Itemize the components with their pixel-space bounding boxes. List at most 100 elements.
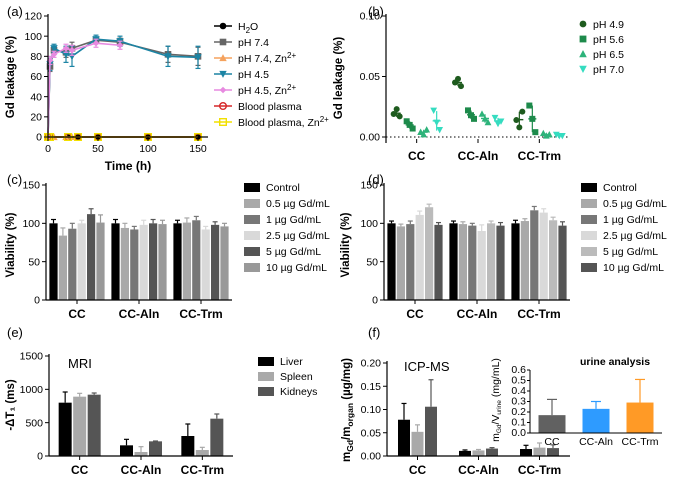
bar [111, 223, 120, 300]
bar [434, 224, 443, 300]
y-tick-label: 0 [37, 451, 43, 463]
y-tick-label: 120 [24, 11, 42, 23]
legend-label: pH 7.4, Zn2+ [238, 51, 296, 65]
y-axis-label-subscript: organ [345, 403, 355, 427]
y-axis-label-part: m [490, 433, 502, 442]
legend-swatch [581, 263, 597, 272]
legend-swatch [244, 231, 260, 240]
legend-text: pH 4.5, Zn [238, 85, 287, 97]
bar [415, 214, 424, 300]
legend-marker [219, 22, 227, 30]
bar [425, 406, 437, 456]
panel-label: (b) [368, 4, 384, 19]
bar [87, 394, 101, 456]
legend-label: pH 4.5, Zn2+ [238, 83, 296, 97]
data-point [433, 119, 441, 127]
legend-label: 0.5 µg Gd/mL [266, 198, 330, 210]
panel-label: (c) [7, 172, 22, 187]
legend-label: 10 µg Gd/mL [266, 262, 327, 274]
category-label: CC [68, 307, 86, 321]
y-tick-label: 0.05 [361, 427, 382, 439]
category-label: CC [408, 149, 426, 163]
legend-swatch [244, 247, 260, 256]
bar [211, 224, 220, 300]
legend-swatch [258, 372, 274, 381]
y-tick-label: 0.10 [360, 11, 381, 23]
legend-label: pH 4.5 [238, 69, 269, 81]
legend-marker [218, 101, 227, 110]
bar [530, 210, 539, 300]
bar [626, 402, 654, 433]
bar [120, 227, 129, 300]
data-point [513, 117, 520, 124]
data-point [484, 118, 492, 126]
data-point [558, 132, 566, 140]
bar [387, 223, 396, 300]
y-axis-label: Viability (%) [340, 212, 352, 277]
y-axis-label: Gd leakage (%) [5, 36, 17, 119]
legend-label: H2O [238, 21, 258, 35]
legend-text: Blood plasma [238, 101, 302, 113]
data-point [417, 128, 425, 135]
legend-swatch [581, 215, 597, 224]
bar [538, 415, 566, 433]
y-tick-label: 150 [22, 180, 40, 192]
bar [195, 450, 209, 456]
legend-label: 10 µg Gd/mL [603, 262, 664, 274]
bar [487, 223, 496, 300]
bar [520, 449, 532, 456]
bar [134, 452, 148, 456]
y-axis-label-part: (mg/mL) [490, 358, 502, 400]
legend-text: O [250, 21, 258, 33]
bar [139, 224, 148, 300]
legend-marker [579, 35, 587, 43]
data-point [436, 126, 444, 134]
x-tick-label: 50 [92, 143, 104, 155]
data-point [529, 115, 536, 122]
bar [496, 225, 505, 300]
panel-title: MRI [68, 356, 92, 371]
legend-label: 2.5 µg Gd/mL [266, 230, 330, 242]
legend-label: pH 6.5 [593, 49, 624, 61]
y-axis-label: Viability (%) [5, 212, 17, 277]
data-point [409, 125, 416, 132]
y-tick-label: 0.20 [361, 358, 382, 370]
legend-marker [579, 65, 587, 73]
category-label: CC-Aln [458, 149, 499, 163]
legend-label: pH 7.0 [593, 64, 624, 76]
data-point [50, 45, 58, 53]
legend-marker [219, 54, 227, 62]
data-point [406, 121, 413, 128]
y-tick-label: 50 [28, 256, 40, 268]
data-point [62, 51, 70, 59]
category-label: CC-Aln [458, 463, 499, 477]
category-label: CC-Aln [457, 307, 498, 321]
y-axis-label-subscript: urine [496, 400, 503, 415]
legend-marker [219, 86, 227, 94]
y-axis-label-part: m [341, 452, 353, 462]
y-tick-label: 0.0 [511, 427, 526, 439]
data-point [116, 41, 124, 49]
x-axis-label: Time (h) [105, 159, 151, 173]
y-axis-label: mGd/morgan (µg/mg) [341, 358, 355, 462]
bar [192, 220, 201, 300]
legend-label: Liver [280, 356, 303, 368]
bar [120, 445, 133, 456]
legend-label: 5 µg Gd/mL [266, 246, 321, 258]
legend-label: Kidneys [280, 386, 317, 398]
bar [520, 221, 529, 300]
legend-swatch [258, 357, 274, 366]
legend-marker [219, 70, 227, 78]
bar [77, 223, 86, 300]
x-tick-label: 150 [189, 143, 207, 155]
bar [398, 419, 410, 456]
y-axis-label: Gd leakage (%) [333, 37, 345, 120]
y-tick-label: 50 [366, 256, 378, 268]
legend-label: pH 5.6 [593, 34, 624, 46]
legend-swatch [581, 231, 597, 240]
category-label: CC-Trm [517, 307, 560, 321]
category-label: CC [544, 436, 560, 448]
x-tick-label: 100 [139, 143, 157, 155]
data-point [390, 111, 397, 118]
bar [58, 402, 72, 456]
